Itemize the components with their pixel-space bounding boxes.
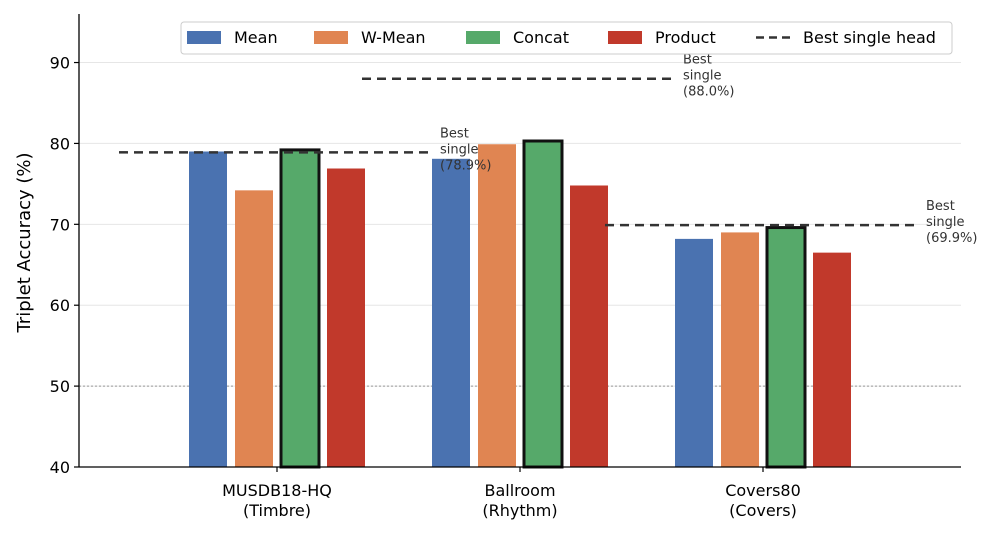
bar-mean — [432, 158, 470, 467]
best-single-annotation: single — [440, 142, 479, 157]
bar-product — [570, 185, 608, 467]
bar-w-mean — [478, 144, 516, 468]
bar-mean — [675, 238, 713, 467]
legend-swatch-product — [608, 31, 642, 44]
axes — [74, 14, 961, 472]
bar-w-mean — [721, 232, 759, 467]
bar-concat — [279, 148, 321, 469]
y-tick-label: 60 — [50, 296, 70, 315]
best-single-annotation: (69.9%) — [926, 231, 977, 246]
x-tick-label: MUSDB18-HQ — [222, 481, 332, 500]
y-tick-label: 70 — [50, 215, 70, 234]
legend: Mean W-Mean Concat Product Best single h… — [180, 21, 953, 55]
y-tick-label: 40 — [50, 458, 70, 477]
best-single-annotation: (78.9%) — [440, 158, 491, 173]
tick-labels: 40 50 60 70 80 90 MUSDB18-HQ(Timbre) Ballroom(R… — [50, 54, 801, 520]
legend-label-product: Product — [655, 28, 716, 47]
legend-swatch-w-mean — [314, 31, 348, 44]
best-single-annotation: Best — [926, 199, 955, 214]
legend-label-w-mean: W-Mean — [361, 28, 426, 47]
bar-concat — [765, 226, 807, 469]
legend-label-mean: Mean — [234, 28, 278, 47]
y-tick-label: 80 — [50, 134, 70, 153]
y-axis-title: Triplet Accuracy (%) — [14, 152, 35, 333]
best-single-annotation: Best — [440, 126, 469, 141]
x-tick-label: Ballroom — [484, 481, 555, 500]
legend-swatch-concat — [466, 31, 500, 44]
x-tick-sublabel: (Rhythm) — [482, 501, 557, 520]
bar-concat — [522, 139, 564, 469]
best-single-annotation: single — [926, 215, 965, 230]
bar-product — [327, 168, 365, 467]
legend-swatch-mean — [187, 31, 221, 44]
bar-w-mean — [235, 190, 273, 467]
bar-product — [813, 252, 851, 467]
legend-label-concat: Concat — [513, 28, 569, 47]
best-single-annotation: Best — [683, 53, 712, 68]
legend-frame — [180, 21, 953, 55]
x-tick-sublabel: (Covers) — [729, 501, 797, 520]
best-single-annotation: (88.0%) — [683, 85, 734, 100]
bars — [189, 139, 851, 469]
y-tick-label: 90 — [50, 54, 70, 73]
best-single-annotation: single — [683, 69, 722, 84]
bar-mean — [189, 151, 227, 467]
best-single-lines: Bestsingle(78.9%)Bestsingle(88.0%)Bestsi… — [119, 53, 977, 246]
y-tick-label: 50 — [50, 377, 70, 396]
x-tick-sublabel: (Timbre) — [243, 501, 311, 520]
x-tick-label: Covers80 — [725, 481, 801, 500]
legend-label-best-single: Best single head — [803, 28, 936, 47]
